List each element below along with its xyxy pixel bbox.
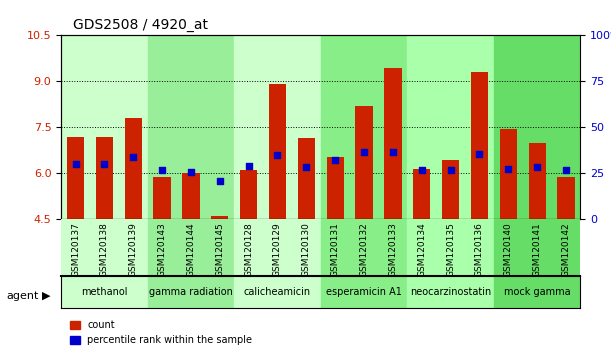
Text: GSM120131: GSM120131 xyxy=(331,222,340,277)
Bar xyxy=(269,85,286,219)
Point xyxy=(445,167,455,173)
Bar xyxy=(529,143,546,219)
Text: calicheamicin: calicheamicin xyxy=(244,287,311,297)
Bar xyxy=(182,173,200,219)
Bar xyxy=(148,35,234,219)
Point xyxy=(186,169,196,175)
Bar xyxy=(557,177,575,219)
Point xyxy=(331,157,340,162)
Text: GSM120136: GSM120136 xyxy=(475,222,484,277)
Text: GSM120132: GSM120132 xyxy=(359,222,368,277)
Point xyxy=(359,149,369,155)
Bar xyxy=(471,72,488,219)
Bar xyxy=(321,35,408,219)
Text: GSM120134: GSM120134 xyxy=(417,222,426,277)
Bar xyxy=(321,219,408,276)
Text: agent: agent xyxy=(6,291,38,301)
Text: GSM120145: GSM120145 xyxy=(215,222,224,277)
Bar xyxy=(442,160,459,219)
Point xyxy=(561,167,571,173)
Bar xyxy=(148,219,234,276)
Bar xyxy=(494,35,580,219)
Text: neocarzinostatin: neocarzinostatin xyxy=(410,287,491,297)
Bar xyxy=(234,35,321,219)
Point xyxy=(244,163,254,169)
Text: GSM120133: GSM120133 xyxy=(389,222,397,277)
Text: GDS2508 / 4920_at: GDS2508 / 4920_at xyxy=(73,18,208,32)
Bar xyxy=(413,169,430,219)
Bar xyxy=(125,118,142,219)
Point xyxy=(157,167,167,173)
Text: GSM120135: GSM120135 xyxy=(446,222,455,277)
Bar xyxy=(153,177,170,219)
Bar xyxy=(494,276,580,308)
Text: GSM120139: GSM120139 xyxy=(129,222,137,277)
Bar xyxy=(298,138,315,219)
Text: ▶: ▶ xyxy=(42,291,50,301)
Bar xyxy=(234,276,321,308)
Bar xyxy=(321,276,408,308)
Text: GSM120137: GSM120137 xyxy=(71,222,80,277)
Text: mock gamma: mock gamma xyxy=(504,287,571,297)
Bar xyxy=(96,137,113,219)
Bar xyxy=(494,219,580,276)
Bar xyxy=(326,156,344,219)
Text: GSM120138: GSM120138 xyxy=(100,222,109,277)
Bar xyxy=(211,216,229,219)
Text: GSM120130: GSM120130 xyxy=(302,222,311,277)
Bar xyxy=(500,129,517,219)
Text: GSM120129: GSM120129 xyxy=(273,222,282,277)
Text: esperamicin A1: esperamicin A1 xyxy=(326,287,402,297)
Bar xyxy=(67,137,84,219)
Bar xyxy=(61,219,148,276)
Point xyxy=(388,149,398,155)
Text: GSM120128: GSM120128 xyxy=(244,222,253,277)
Bar xyxy=(148,276,234,308)
Point xyxy=(100,161,109,167)
Bar xyxy=(240,170,257,219)
Point xyxy=(475,151,485,156)
Bar xyxy=(408,35,494,219)
Bar xyxy=(384,68,401,219)
Bar xyxy=(61,276,148,308)
Point xyxy=(417,167,426,173)
Bar xyxy=(61,35,148,219)
Text: methanol: methanol xyxy=(81,287,128,297)
Text: GSM120144: GSM120144 xyxy=(186,222,196,277)
Point xyxy=(215,178,225,184)
Point xyxy=(301,165,311,170)
Text: GSM120140: GSM120140 xyxy=(504,222,513,277)
Bar xyxy=(408,276,494,308)
Text: GSM120141: GSM120141 xyxy=(533,222,542,277)
Text: GSM120143: GSM120143 xyxy=(158,222,167,277)
Text: GSM120142: GSM120142 xyxy=(562,222,571,277)
Bar xyxy=(408,219,494,276)
Point xyxy=(128,154,138,159)
Bar xyxy=(356,106,373,219)
Point xyxy=(273,152,282,158)
Legend: count, percentile rank within the sample: count, percentile rank within the sample xyxy=(66,316,256,349)
Point xyxy=(503,166,513,172)
Text: gamma radiation: gamma radiation xyxy=(149,287,233,297)
Point xyxy=(71,161,81,167)
Bar xyxy=(234,219,321,276)
Point xyxy=(532,165,542,170)
